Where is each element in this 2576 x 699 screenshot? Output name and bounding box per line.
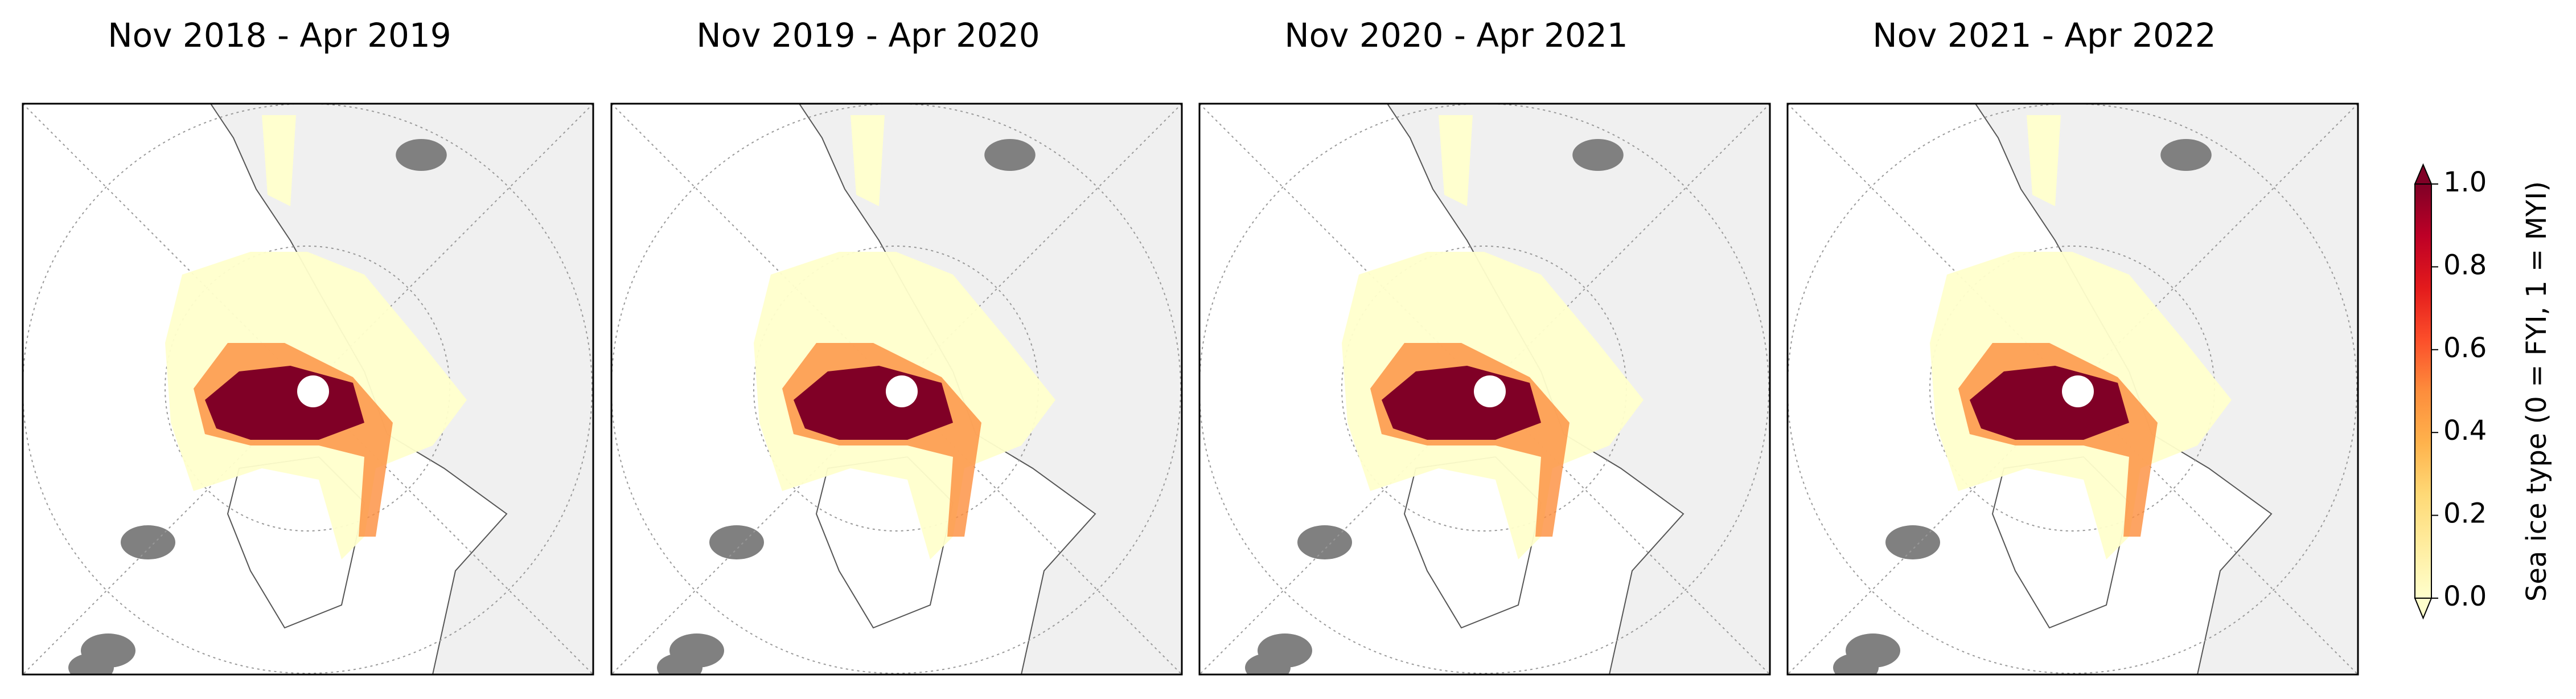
- colorbar-tick-label: 0.8: [2443, 249, 2487, 281]
- graticule: [1788, 104, 2358, 675]
- colorbar-extend-min: [2414, 598, 2433, 620]
- colorbar-body: [2414, 183, 2432, 599]
- panel-border: [22, 103, 594, 676]
- graticule: [1788, 104, 2358, 675]
- sea-ice-fyi: [165, 115, 467, 559]
- map-panel: [610, 103, 1183, 676]
- sea-ice-fyi: [1342, 115, 1644, 559]
- pole-hole: [886, 375, 918, 407]
- map-panel: [1198, 103, 1771, 676]
- land-island: [1297, 525, 1352, 559]
- land-island: [396, 139, 447, 171]
- panel-title: Nov 2020 - Apr 2021: [1284, 16, 1628, 55]
- land-island: [1833, 653, 1879, 675]
- panel-title: Nov 2021 - Apr 2022: [1872, 16, 2216, 55]
- land-island: [1885, 525, 1940, 559]
- graticule: [1199, 104, 1769, 674]
- graticule: [1199, 104, 1770, 675]
- colorbar-tick-label: 0.6: [2443, 332, 2487, 364]
- land-island: [1245, 653, 1291, 675]
- panel-border: [1786, 103, 2359, 676]
- map-content: [1199, 104, 1770, 675]
- panel-title: Nov 2019 - Apr 2020: [696, 16, 1040, 55]
- graticule: [23, 104, 593, 675]
- sea-ice-fyi: [754, 115, 1055, 559]
- colorbar: Sea ice type (0 = FYI, 1 = MYI) 0.0 0.2 0.…: [2414, 163, 2553, 620]
- colorbar-extend-max: [2414, 163, 2433, 185]
- land-island: [657, 653, 702, 675]
- panel-title: Nov 2018 - Apr 2019: [108, 16, 451, 55]
- sea-ice-fyi: [1930, 115, 2232, 559]
- pole-hole: [2062, 375, 2094, 407]
- pole-hole: [297, 375, 329, 407]
- graticule: [1788, 104, 2357, 674]
- land-island: [1572, 139, 1624, 171]
- colorbar-tick-label: 0.4: [2443, 415, 2487, 447]
- colorbar-tick-label: 1.0: [2443, 166, 2487, 198]
- panel-border: [1198, 103, 1771, 676]
- graticule: [611, 104, 1182, 675]
- land-island: [984, 139, 1036, 171]
- colorbar-tick-label: 0.2: [2443, 498, 2487, 530]
- land-island: [121, 525, 175, 559]
- graticule: [1199, 104, 1770, 675]
- pole-hole: [1474, 375, 1506, 407]
- graticule: [611, 104, 1181, 674]
- colorbar-label: Sea ice type (0 = FYI, 1 = MYI): [2521, 181, 2553, 602]
- land-island: [2160, 139, 2212, 171]
- map-content: [1788, 104, 2358, 675]
- graticule: [23, 104, 593, 675]
- map-panel: [22, 103, 594, 676]
- graticule: [611, 104, 1182, 675]
- panels: Nov 2018 - Apr 2019 Nov 2019 - Apr 2020 No…: [22, 16, 2359, 676]
- map-content: [611, 104, 1182, 675]
- map-content: [23, 104, 593, 675]
- panel-border: [610, 103, 1183, 676]
- map-panel: [1786, 103, 2359, 676]
- land-island: [709, 525, 764, 559]
- colorbar-tick-label: 0.0: [2443, 581, 2487, 612]
- land-island: [68, 653, 114, 675]
- graticule: [23, 104, 593, 674]
